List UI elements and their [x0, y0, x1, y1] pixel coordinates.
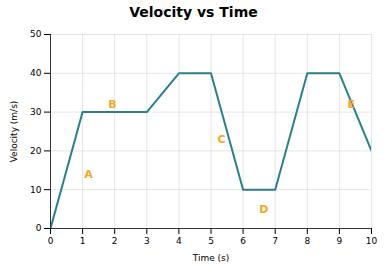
svg-text:E: E — [347, 98, 355, 111]
svg-text:30: 30 — [30, 107, 42, 117]
svg-text:40: 40 — [30, 68, 42, 78]
svg-text:9: 9 — [337, 236, 343, 246]
svg-text:3: 3 — [144, 236, 150, 246]
svg-text:20: 20 — [30, 146, 42, 156]
svg-text:A: A — [84, 168, 93, 181]
svg-text:2: 2 — [112, 236, 118, 246]
svg-text:0: 0 — [36, 223, 42, 233]
svg-text:7: 7 — [272, 236, 278, 246]
svg-text:D: D — [259, 203, 268, 216]
svg-text:B: B — [108, 98, 116, 111]
svg-text:C: C — [217, 133, 225, 146]
svg-text:Velocity (m/s): Velocity (m/s) — [9, 101, 19, 163]
svg-text:Time (s): Time (s) — [192, 253, 230, 263]
html-text:Velocity vs Time: Velocity vs Time — [129, 4, 258, 20]
svg-text:4: 4 — [176, 236, 182, 246]
svg-text:5: 5 — [208, 236, 214, 246]
svg-text:10: 10 — [30, 185, 42, 195]
svg-text:10: 10 — [366, 236, 378, 246]
svg-text:1: 1 — [80, 236, 86, 246]
svg-text:8: 8 — [304, 236, 310, 246]
svg-text:6: 6 — [240, 236, 246, 246]
svg-text:50: 50 — [30, 29, 42, 39]
svg-text:0: 0 — [48, 236, 54, 246]
